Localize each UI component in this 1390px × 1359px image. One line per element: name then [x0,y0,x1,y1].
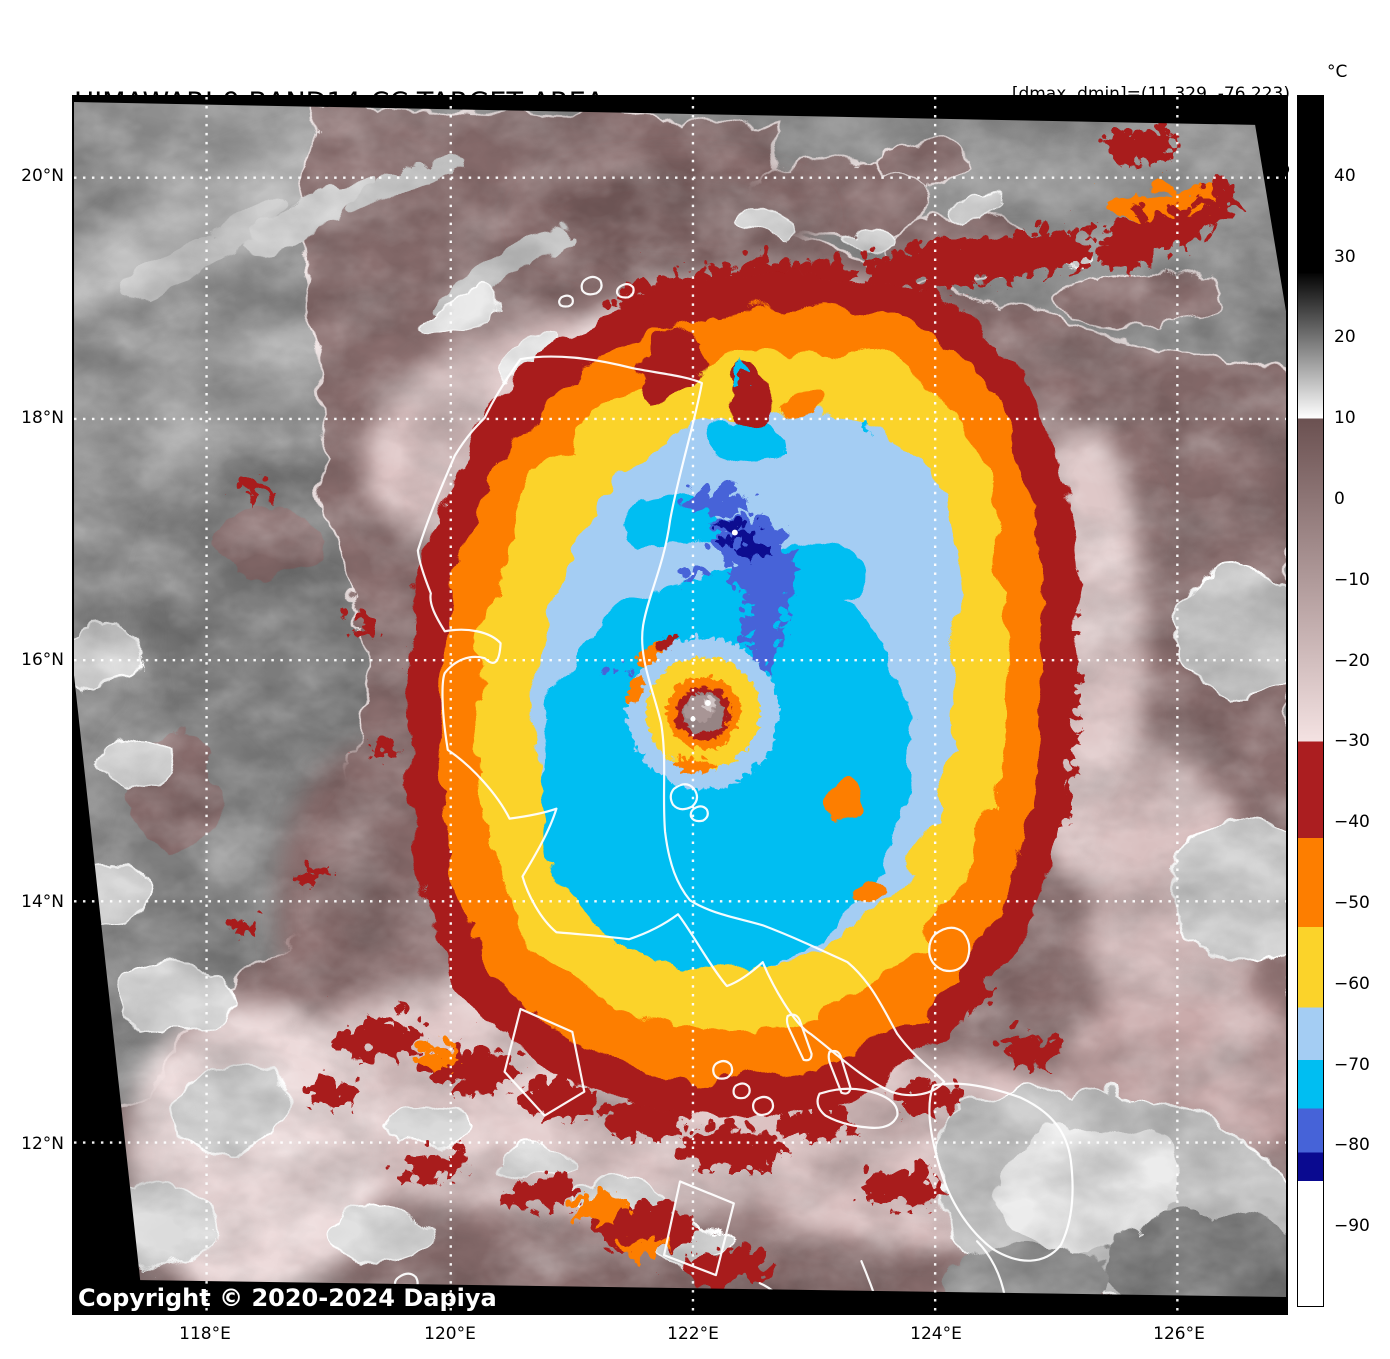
lon-label: 122°E [667,1324,719,1344]
cyan-patch-n1 [614,487,710,544]
lon-label: 120°E [424,1324,476,1344]
mask-bottom-bar [74,1279,1286,1313]
overshoot-white-pixel [731,529,738,536]
colorbar [1297,95,1324,1307]
satellite-map [72,95,1288,1315]
orange-inner-patch-se2 [846,873,881,900]
typhoon-cdo [401,267,1071,1111]
eye-white-pixel-1 [704,700,711,706]
colorbar-tick: 20 [1334,327,1356,348]
lon-label: 118°E [179,1324,231,1344]
satellite-image [74,97,1286,1313]
mask-left-wedge [74,675,144,1313]
coast-catanduanes [928,926,971,973]
colorbar-tick: 0 [1334,489,1345,509]
coast-panay [662,1180,735,1277]
copyright-text: Copyright © 2020-2024 Dapiya [78,1284,497,1312]
eye-white-pixel-2 [690,716,696,722]
coast-babuyan-islands [558,275,635,308]
colorbar-tick: −40 [1334,812,1370,833]
overshoot-cold-spots [602,360,866,667]
colorbar-tick: −80 [1334,1135,1370,1156]
colorbar-tick: −50 [1334,893,1370,913]
lat-label: 14°N [21,892,64,912]
coast-luzon [416,355,946,1097]
darkred-inner-patch-n1 [631,319,697,409]
colorbar-tick: 40 [1334,165,1356,186]
orange-inner-patch-se1 [813,778,854,811]
lat-label: 12°N [21,1134,64,1154]
coast-romblon [712,1059,775,1117]
lat-label: 20°N [21,166,64,186]
lat-label: 18°N [21,408,64,428]
colorbar-tick: −20 [1334,650,1370,671]
colorbar-tick: 30 [1334,246,1356,267]
coast-burias-ticao [785,1013,852,1095]
typhoon-eye [624,631,776,786]
coast-masbate [816,1087,899,1129]
orange-inner-patch-ne [771,387,816,409]
coast-mindoro [503,1007,586,1117]
coastlines [393,275,1074,1313]
colorbar-unit-label: °C [1327,62,1348,82]
colorbar-tick: 10 [1334,408,1356,429]
lon-label: 126°E [1153,1324,1205,1344]
darkred-inner-patch-n2 [722,364,765,428]
colorbar-tick: −70 [1334,1054,1370,1075]
coast-samar [928,1082,1074,1262]
scan-edge-masks [74,97,1286,1313]
lat-label: 16°N [21,650,64,670]
colorbar-tick: −90 [1334,1216,1370,1237]
colorbar-tick: −30 [1334,731,1370,752]
colorbar-tick: −60 [1334,973,1370,994]
colorbar-tick: −10 [1334,569,1370,590]
lon-label: 124°E [910,1324,962,1344]
mask-top [74,97,1286,312]
